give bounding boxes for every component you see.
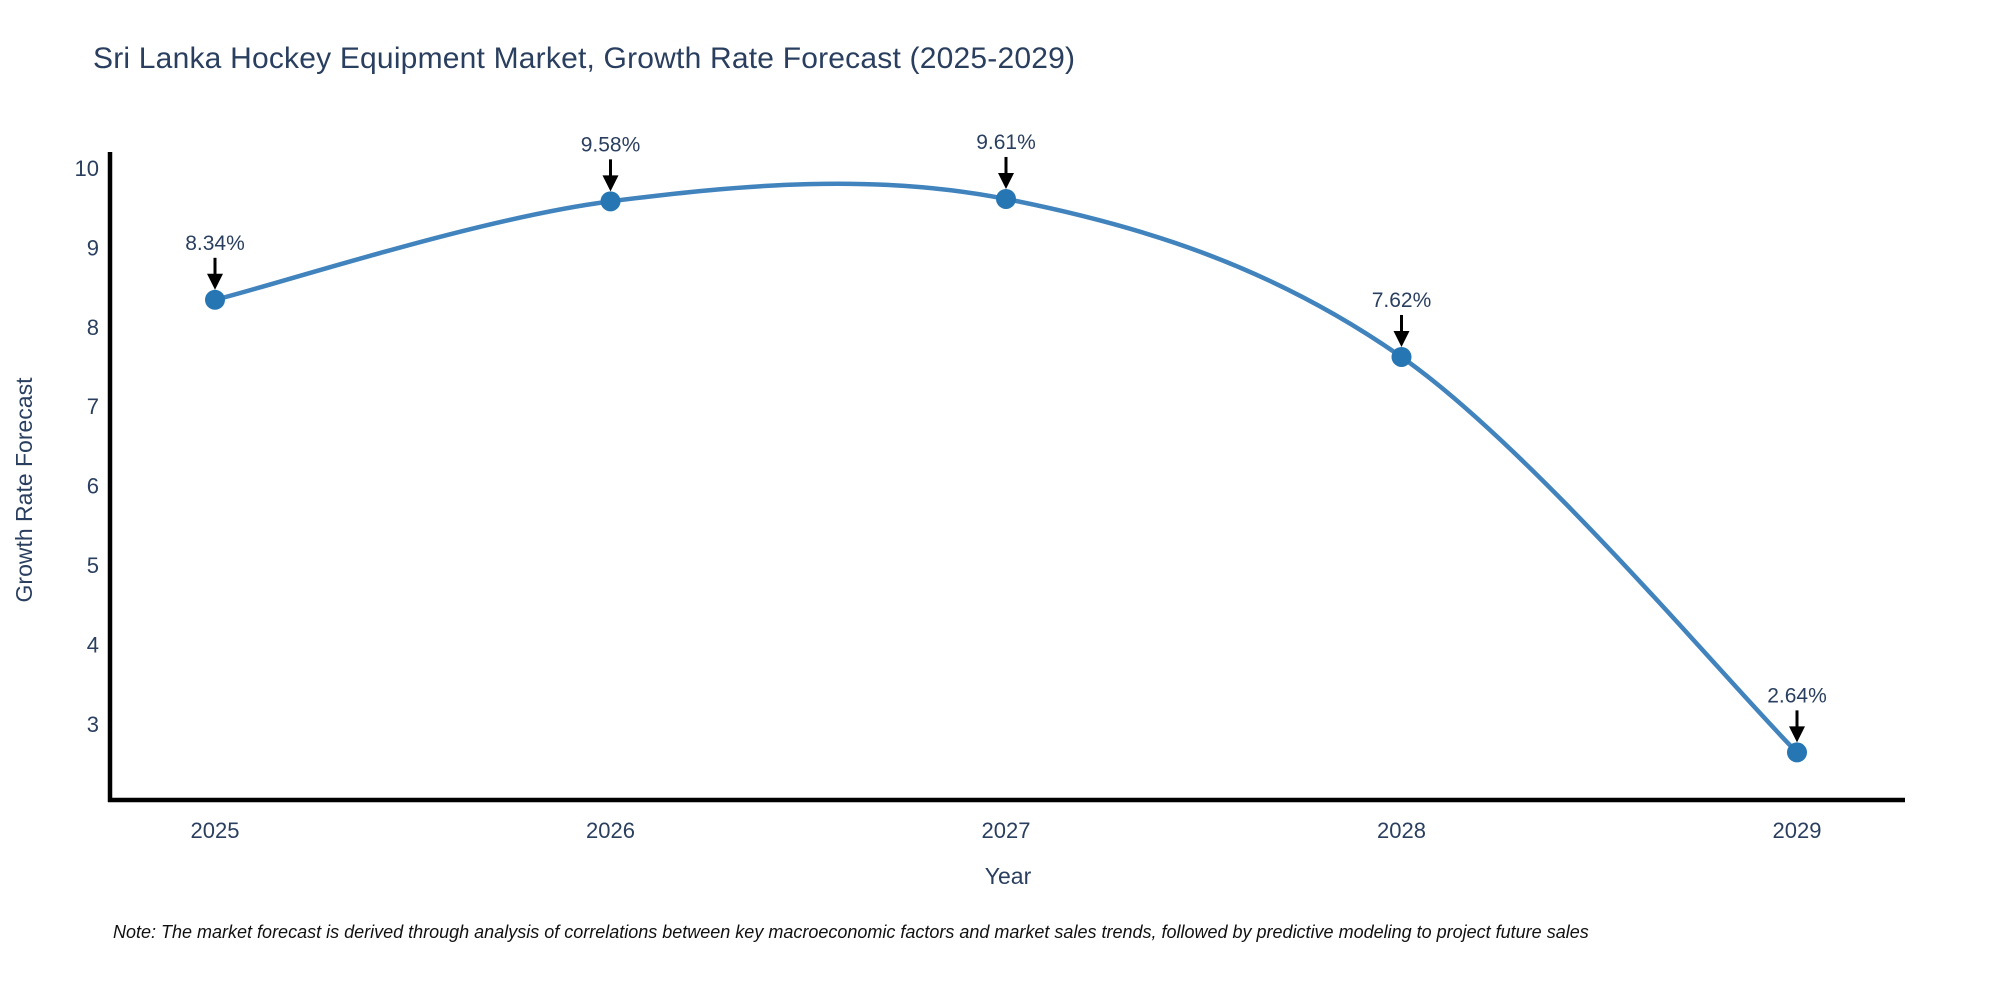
annotation-label: 9.58% [581, 133, 641, 156]
y-tick-label: 9 [87, 235, 99, 260]
data-point-marker[interactable] [1787, 742, 1807, 763]
annotation-arrowhead-icon [207, 273, 223, 290]
y-axis-title: Growth Rate Forecast [11, 377, 37, 603]
y-tick-labels-group: 3 4 5 6 7 8 9 10 [75, 156, 99, 737]
annotation-label: 9.61% [976, 131, 1036, 154]
footnote: Note: The market forecast is derived thr… [113, 922, 1589, 942]
y-tick-label: 8 [87, 315, 99, 340]
x-axis-title: Year [985, 863, 1032, 889]
y-tick-label: 4 [87, 632, 99, 657]
trend-line[interactable] [212, 181, 1800, 755]
data-point-marker[interactable] [205, 289, 225, 310]
annotation-arrowhead-icon [998, 172, 1014, 189]
x-tick-label: 2027 [982, 818, 1031, 843]
annotation-arrowhead-icon [1789, 726, 1805, 743]
y-tick-label: 7 [87, 394, 99, 419]
annotation-arrowhead-icon [1393, 330, 1410, 347]
data-point-marker[interactable] [1391, 346, 1412, 367]
annotation-label: 2.64% [1767, 684, 1827, 707]
x-tick-labels-group: 2025 2026 2027 2028 2029 [191, 818, 1822, 843]
x-tick-label: 2028 [1377, 818, 1426, 843]
axes-group [107, 152, 1905, 803]
series-group [205, 181, 1807, 763]
annotation-label: 7.62% [1372, 289, 1432, 312]
annotation-label: 8.34% [185, 232, 245, 255]
data-point-marker[interactable] [600, 191, 621, 212]
y-tick-label: 10 [75, 156, 99, 181]
annotations-group: 8.34% 9.58% 9.61% 7.62% 2.64% [185, 131, 1827, 743]
y-tick-label: 6 [87, 474, 99, 499]
annotation-arrowhead-icon [602, 175, 619, 192]
chart-title: Sri Lanka Hockey Equipment Market, Growt… [93, 42, 1076, 75]
y-tick-label: 5 [87, 553, 99, 578]
x-tick-label: 2029 [1773, 818, 1822, 843]
x-tick-label: 2026 [586, 818, 635, 843]
y-tick-label: 3 [87, 712, 99, 737]
data-point-marker[interactable] [996, 188, 1016, 209]
x-tick-label: 2025 [191, 818, 240, 843]
